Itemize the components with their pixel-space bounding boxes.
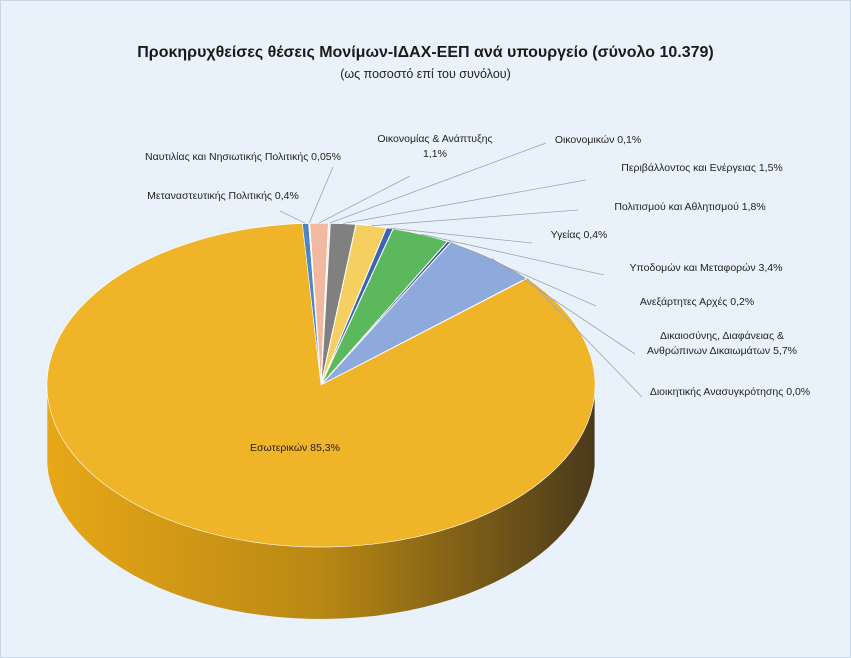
data-label-12: Διοικητικής Ανασυγκρότησης 0,0% (650, 386, 810, 398)
data-label-5: Οικονομικών 0,1% (555, 134, 641, 146)
data-label-11: Δικαιοσύνης, Διαφάνειας & Ανθρώπινων Δικα… (647, 330, 797, 357)
data-labels: Εσωτερικών 85,3% Μεταναστευτικής Πολιτική… (145, 133, 810, 454)
data-label-4: Οικονομίας & Ανάπτυξης 1,1% (377, 133, 492, 160)
leader-line-7 (371, 209, 579, 227)
data-label-1: Εσωτερικών 85,3% (250, 442, 340, 454)
data-label-8: Υγείας 0,4% (551, 229, 608, 241)
leader-line-8 (389, 227, 533, 244)
leader-line-5 (329, 142, 547, 224)
chart-subtitle: (ως ποσοστό επί του συνόλου) (340, 67, 511, 81)
chart-title: Προκηρυχθείσες θέσεις Μονίμων-ΙΔΑΧ-ΕΕΠ α… (137, 44, 714, 61)
leader-line-4 (318, 175, 411, 224)
pie-side-wall (47, 392, 595, 619)
leader-line-2 (279, 210, 306, 224)
leader-line-6 (343, 179, 587, 224)
data-label-6: Περιβάλλοντος και Ενέργειας 1,5% (621, 162, 783, 174)
pie-side-1 (47, 392, 595, 619)
leader-line-9 (420, 233, 605, 276)
data-label-10: Ανεξάρτητες Αρχές 0,2% (640, 296, 754, 308)
pie-slice-1 (46, 223, 596, 548)
leader-lines (279, 142, 643, 398)
pie-top (46, 222, 596, 548)
leader-line-3 (308, 166, 334, 224)
leader-line-12 (526, 278, 643, 398)
leader-line-10 (448, 241, 597, 307)
data-label-9: Υποδομών και Μεταφορών 3,4% (630, 262, 783, 274)
data-label-3: Ναυτιλίας και Νησιωτικής Πολιτικής 0,05% (145, 151, 341, 163)
data-label-7: Πολιτισμού και Αθλητισμού 1,8% (614, 201, 765, 213)
data-label-2: Μεταναστευτικής Πολιτικής 0,4% (147, 190, 299, 202)
leader-line-11 (491, 257, 636, 355)
